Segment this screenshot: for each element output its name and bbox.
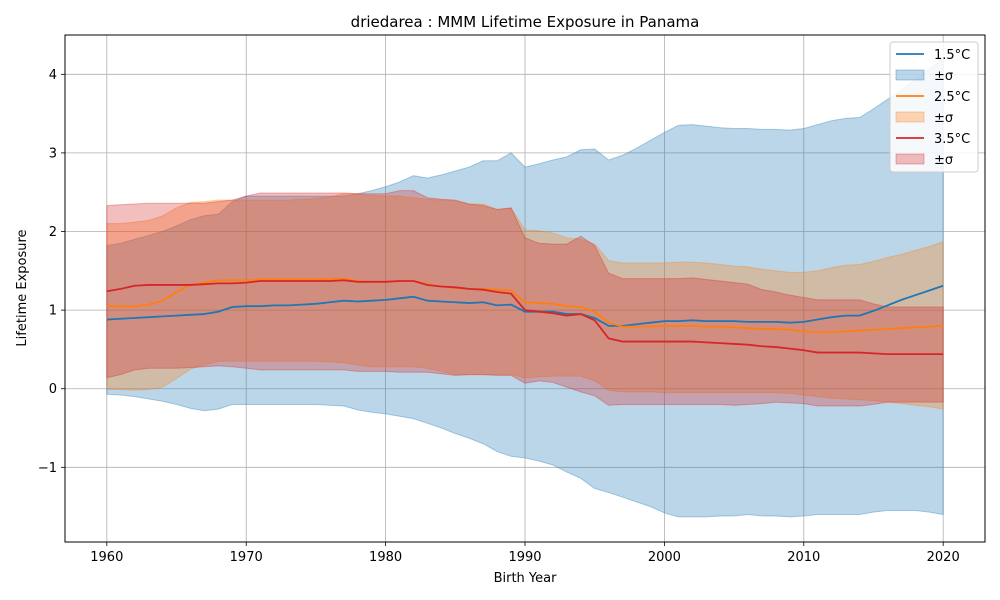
y-axis-label: Lifetime Exposure	[15, 229, 30, 346]
band-series-0	[106, 57, 944, 518]
x-tick-label: 1970	[230, 550, 263, 565]
line-series-2	[106, 279, 944, 356]
x-tick-label: 1990	[508, 550, 541, 565]
y-tick-label: −1	[38, 461, 57, 476]
x-tick-label: 2010	[787, 550, 820, 565]
y-tick-label: 2	[49, 225, 57, 240]
legend-label: 1.5°C	[934, 48, 970, 63]
legend-band-swatch	[895, 153, 925, 165]
legend-band-label: ±σ	[934, 111, 953, 126]
lines	[106, 277, 944, 356]
x-tick-label: 2020	[927, 550, 960, 565]
legend-label: 3.5°C	[934, 132, 970, 147]
legend-label: 2.5°C	[934, 90, 970, 105]
legend-band-label: ±σ	[934, 69, 953, 84]
chart-title: driedarea : MMM Lifetime Exposure in Pan…	[351, 13, 700, 31]
y-tick-label: 0	[49, 382, 57, 397]
x-axis-label: Birth Year	[494, 571, 558, 586]
x-tick-label: 2000	[648, 550, 681, 565]
legend-band-swatch	[895, 111, 925, 123]
x-ticks: 1960 1970 1980 1990 2000 2010 2020	[90, 542, 960, 565]
y-ticks: −1 0 1 2 3 4	[38, 68, 65, 476]
y-tick-label: 3	[49, 146, 57, 161]
x-tick-label: 1960	[90, 550, 123, 565]
y-tick-label: 1	[49, 304, 57, 319]
legend-box	[889, 41, 979, 173]
line-series-0	[106, 284, 944, 327]
y-tick-label: 4	[49, 68, 57, 83]
bands	[106, 57, 944, 518]
legend-band-label: ±σ	[934, 153, 953, 168]
legend: 1.5°C ±σ 2.5°C ±σ 3.5°C ±σ	[889, 41, 979, 173]
line-series-1	[106, 277, 944, 334]
band-series-2	[106, 190, 944, 407]
legend-band-swatch	[895, 69, 925, 81]
x-tick-label: 1980	[369, 550, 402, 565]
